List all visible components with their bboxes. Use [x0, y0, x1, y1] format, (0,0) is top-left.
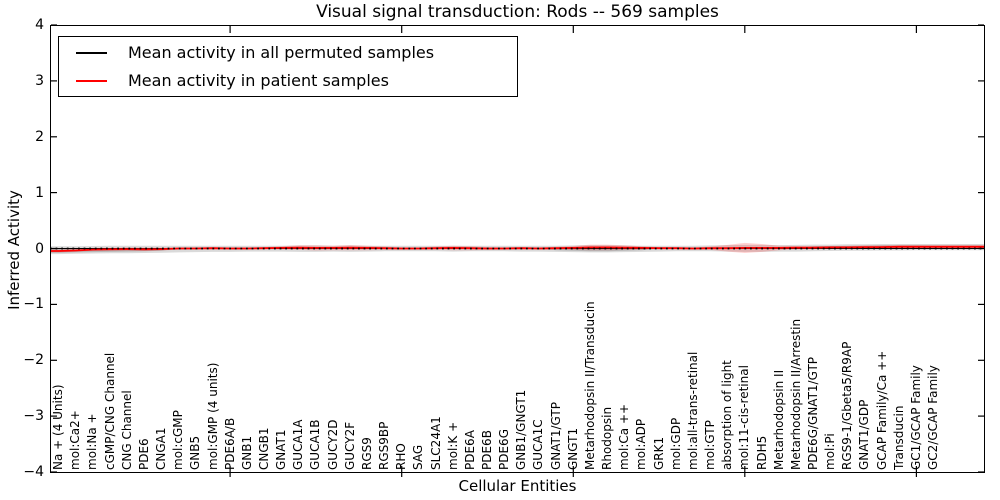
x-category-label: Metarhodopsin II [771, 369, 786, 470]
x-axis-label: Cellular Entities [458, 477, 577, 495]
legend-entry-permuted: Mean activity in all permuted samples [59, 39, 517, 67]
x-category-label: cGMP/CNG Channel [102, 352, 117, 470]
y-tick-label: 3 [35, 73, 44, 89]
x-category-label: Metarhodopsin II/Arrestin [788, 318, 803, 470]
x-category-label: GUCA1A [291, 419, 306, 470]
legend-label-permuted: Mean activity in all permuted samples [128, 42, 435, 62]
x-category-label: Rhodopsin [600, 406, 615, 470]
x-category-label: mol:Pi [823, 433, 838, 470]
permuted-line-swatch [76, 51, 107, 54]
patient-mean-line [50, 245, 985, 252]
x-category-label: GNGT1 [565, 427, 580, 470]
x-category-label: mol:Na + [85, 413, 100, 470]
x-category-label: SLC24A1 [428, 416, 443, 470]
x-category-label: RGS9BP [377, 421, 391, 470]
x-category-label: GUCA1B [308, 419, 323, 470]
x-category-label: mol:11-cis-retinal [737, 365, 752, 470]
x-category-label: GCAP Family/Ca ++ [874, 350, 889, 470]
x-category-label: GUCY2D [325, 419, 340, 470]
x-category-label: GRK1 [651, 436, 666, 470]
y-tick-label: −4 [23, 464, 44, 480]
x-category-label: PDE6A [462, 430, 477, 470]
legend: Mean activity in all permuted samples Me… [58, 36, 518, 97]
y-tick-label: −1 [23, 296, 44, 312]
x-category-label: absorption of light [720, 360, 735, 470]
x-category-label: mol:K + [445, 421, 460, 470]
y-tick-label: 1 [35, 185, 44, 201]
x-category-label: mol:Ca ++ [617, 403, 632, 470]
x-category-label: GC1/GCAP Family [908, 365, 923, 470]
x-category-label: mol:Ca2+ [68, 410, 83, 470]
x-category-label: GUCA1C [531, 419, 546, 470]
x-category-label: CNG Channel [119, 390, 134, 470]
x-category-label: PDE6G/GNAT1/GTP [805, 356, 820, 470]
x-category-label: PDE6B [480, 430, 494, 470]
x-category-label: GNAT1/GTP [548, 402, 563, 470]
x-category-label: RGS9-1/Gbeta5/R9AP [840, 341, 855, 470]
x-category-label: PDE6 [136, 438, 151, 470]
x-category-label: mol:GDP [668, 417, 683, 470]
x-category-label: RGS9 [359, 437, 374, 470]
x-category-label: GNB5 [188, 435, 203, 470]
x-category-label: Na + (4 Units) [51, 384, 66, 470]
x-category-label: GNAT1 [274, 429, 289, 470]
x-category-label: RHO [394, 443, 409, 470]
legend-entry-patient: Mean activity in patient samples [59, 67, 517, 95]
x-category-label: GNB1/GNGT1 [514, 389, 529, 470]
plot-frame [50, 25, 985, 473]
x-category-label: mol:ADP [634, 418, 649, 470]
x-category-label: CNGA1 [154, 427, 168, 471]
legend-label-patient: Mean activity in patient samples [128, 70, 389, 90]
x-category-label: mol:GMP (4 units) [205, 362, 220, 470]
x-category-label: Metarhodopsin II/Transducin [582, 301, 597, 470]
x-category-label: CNGB1 [256, 427, 271, 470]
x-category-label: mol:cGMP [171, 410, 186, 470]
x-category-label: PDE6G [497, 429, 512, 470]
y-tick-label: 0 [35, 241, 44, 257]
y-tick-label: 2 [35, 129, 44, 145]
y-tick-label: −3 [23, 408, 44, 424]
y-tick-label: −2 [23, 352, 44, 368]
x-category-label: mol:all-trans-retinal [685, 351, 700, 470]
x-category-label: mol:GTP [703, 420, 717, 470]
x-category-label: PDE6A/B [222, 417, 237, 470]
x-category-label: GNAT1/GDP [857, 399, 872, 470]
x-category-label: GUCY2F [342, 421, 357, 470]
x-category-label: RDH5 [754, 435, 769, 470]
patient-line-swatch [76, 79, 107, 82]
chart-title: Visual signal transduction: Rods -- 569 … [316, 2, 719, 22]
x-category-label: GC2/GCAP Family [926, 365, 940, 470]
x-category-label: Transducin [891, 405, 906, 470]
y-tick-label: 4 [35, 17, 44, 33]
x-category-label: SAG [411, 444, 426, 470]
x-category-label: GNB1 [239, 435, 254, 470]
